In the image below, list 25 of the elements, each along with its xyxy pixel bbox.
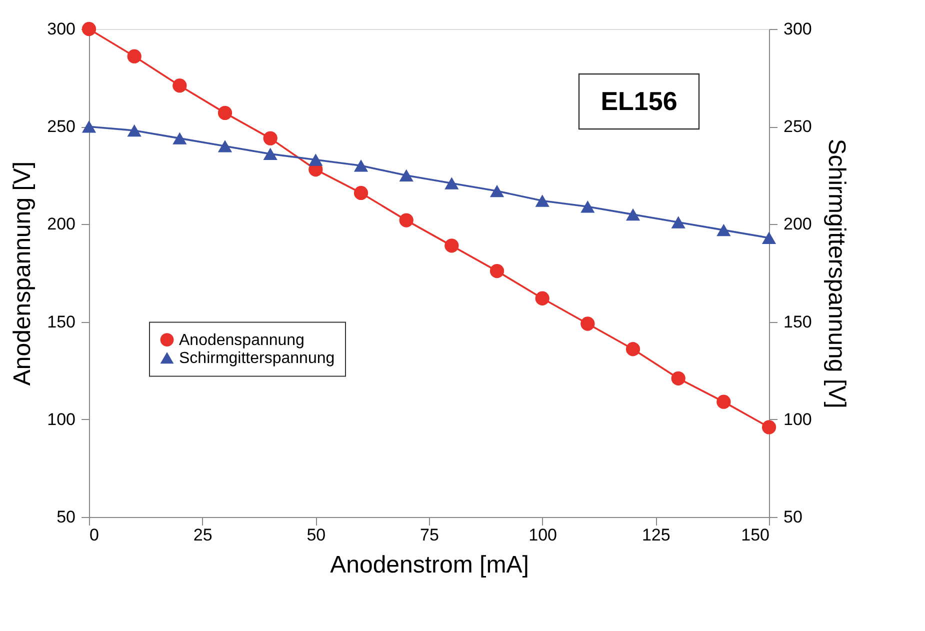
x-tick-label: 125 <box>642 526 670 544</box>
y2-tick-label: 200 <box>784 214 812 234</box>
legend-label: Anodenspannung <box>179 332 304 349</box>
x-tick-label: 50 <box>306 526 326 544</box>
x-tick-label: 100 <box>528 526 558 544</box>
y-tick-label: 150 <box>47 312 76 332</box>
legend-label: Schirmgitterspannung <box>179 350 335 367</box>
y-tick-label: 50 <box>56 508 76 526</box>
y2-tick-label: 150 <box>784 312 812 332</box>
annotation: EL156 <box>600 86 678 116</box>
x-tick-label: 0 <box>90 526 99 544</box>
y-axis-title: Anodenspannung [V] <box>9 161 36 386</box>
y2-tick-label: 250 <box>784 117 812 136</box>
x-axis-title: Anodenstrom [mA] <box>330 552 529 578</box>
x-tick-label: 75 <box>420 526 439 544</box>
y-tick-label: 100 <box>47 410 76 429</box>
y-tick-label: 200 <box>47 214 76 234</box>
y-tick-label: 250 <box>47 117 76 136</box>
x-tick-label: 150 <box>741 526 770 544</box>
y2-axis-title: Schirmgitterspannung [V] <box>822 138 850 408</box>
y2-tick-label: 50 <box>784 508 802 526</box>
y2-tick-label: 100 <box>784 410 812 429</box>
x-tick-label: 25 <box>193 526 212 544</box>
y2-tick-label: 300 <box>784 20 812 38</box>
y-tick-label: 300 <box>47 20 76 38</box>
